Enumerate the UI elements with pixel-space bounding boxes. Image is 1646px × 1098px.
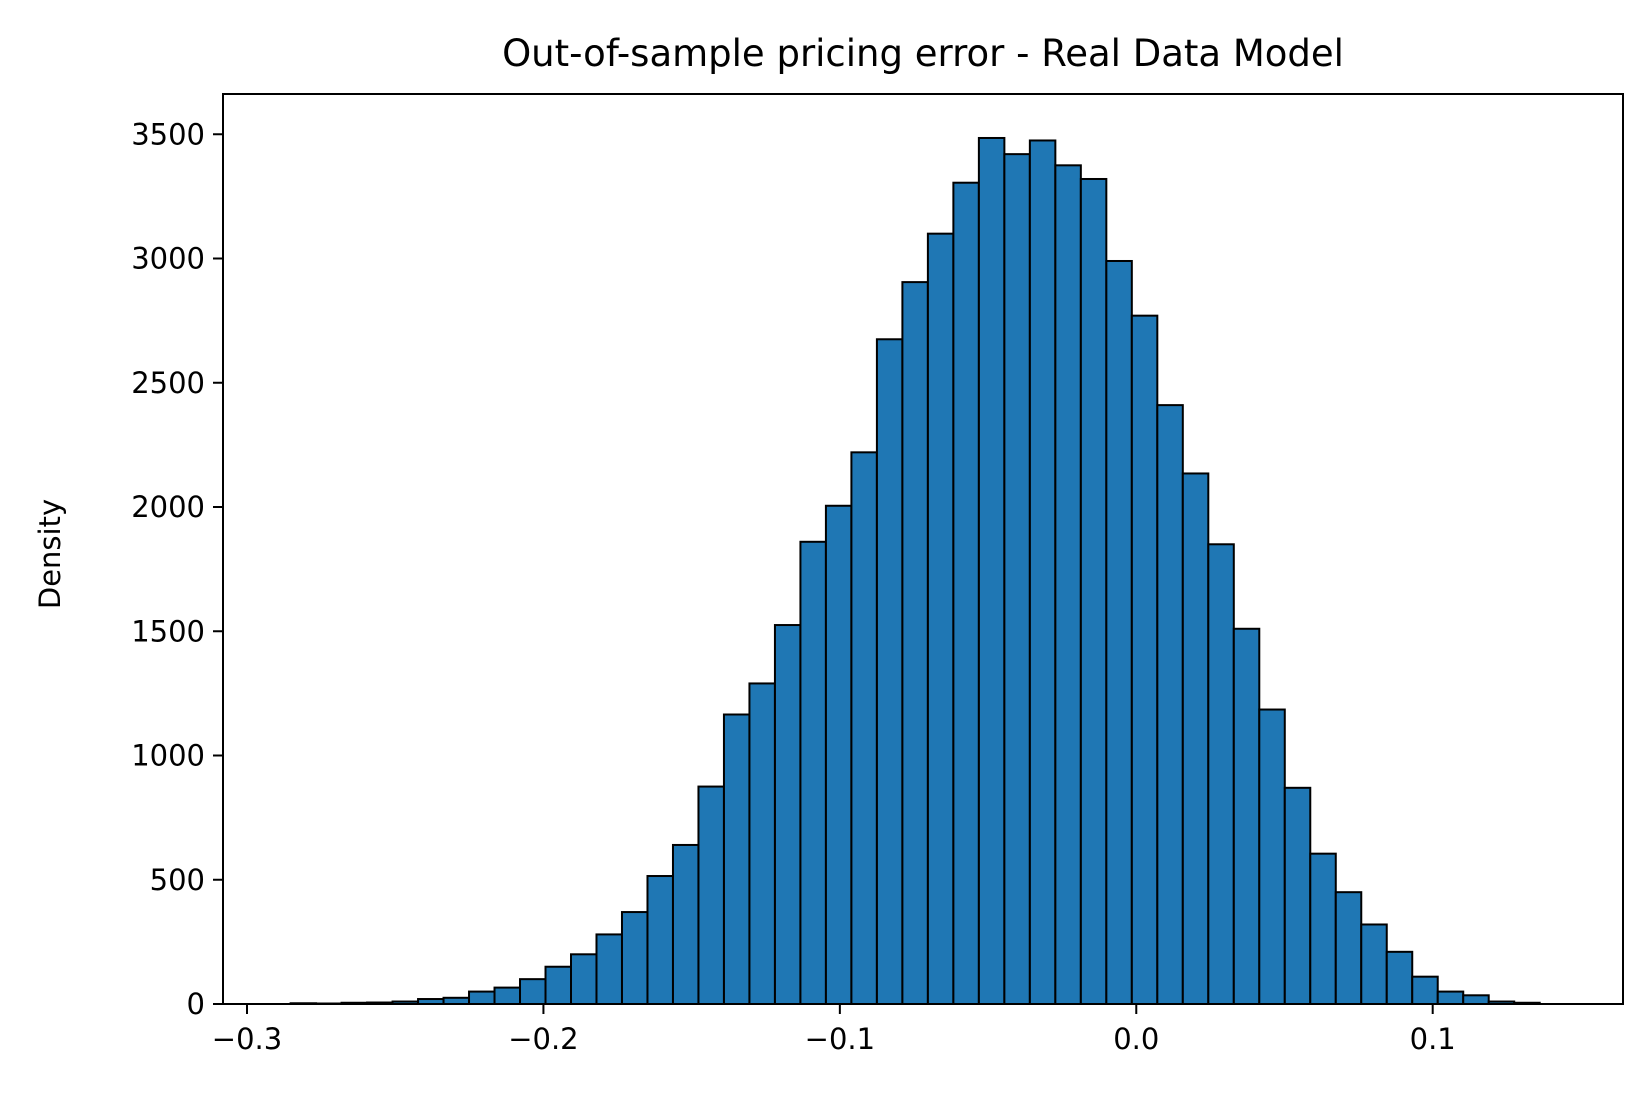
y-tick-label: 2500 — [131, 366, 205, 400]
y-tick-label: 1000 — [131, 739, 205, 773]
histogram-bar — [697, 785, 725, 1005]
chart-title: Out-of-sample pricing error - Real Data … — [502, 32, 1344, 75]
histogram-bar — [1054, 164, 1082, 1005]
histogram-bar — [824, 504, 853, 1005]
histogram-bar — [773, 624, 802, 1005]
x-tick-label: −0.3 — [212, 1022, 282, 1056]
histogram-bar — [1105, 259, 1133, 1005]
histogram-bar — [1385, 950, 1414, 1006]
histogram-bar — [1258, 708, 1286, 1006]
histogram-bar — [1360, 923, 1388, 1005]
histogram-bar — [1130, 314, 1159, 1006]
histogram-bar — [952, 181, 980, 1005]
x-axis: −0.3 −0.2 −0.1 0.0 0.1 — [212, 1004, 1456, 1056]
histogram-bar — [875, 338, 904, 1005]
histogram-bar — [1207, 543, 1235, 1006]
y-axis-label: Density — [33, 499, 67, 609]
histogram-bars — [289, 136, 1541, 1006]
histogram-bar — [977, 136, 1006, 1006]
histogram-bar — [671, 843, 700, 1006]
y-tick-label: 2000 — [131, 490, 205, 524]
y-tick-label: 3000 — [131, 242, 205, 276]
x-tick-label: −0.2 — [508, 1022, 578, 1056]
histogram-bar — [850, 451, 878, 1005]
histogram-bar — [1079, 177, 1108, 1006]
histogram-bar — [620, 911, 649, 1005]
histogram-bar — [519, 978, 547, 1006]
histogram-bar — [646, 875, 674, 1006]
y-tick-label: 0 — [187, 987, 205, 1021]
histogram-bar — [493, 986, 522, 1005]
histogram-bar — [1156, 404, 1184, 1005]
histogram-bar — [1309, 852, 1337, 1005]
histogram-bar — [1232, 627, 1261, 1006]
histogram-bar — [799, 540, 827, 1005]
histogram-bar — [570, 953, 598, 1005]
y-tick-label: 500 — [150, 863, 205, 897]
x-tick-label: 0.0 — [1113, 1022, 1159, 1056]
histogram-bar — [1028, 139, 1057, 1006]
histogram-bar — [1462, 994, 1490, 1005]
histogram-bar — [1283, 786, 1312, 1005]
histogram-bar — [1436, 990, 1465, 1006]
histogram-bar — [722, 713, 751, 1005]
histogram-bar — [1334, 891, 1363, 1005]
x-tick-label: 0.1 — [1410, 1022, 1456, 1056]
histogram-bar — [1181, 472, 1210, 1005]
histogram-bar — [1411, 975, 1439, 1005]
histogram-bar — [1003, 153, 1031, 1005]
histogram-bar — [748, 682, 776, 1005]
y-tick-label: 1500 — [131, 614, 205, 648]
histogram-bar — [468, 990, 496, 1006]
histogram-bar — [926, 232, 955, 1006]
histogram-bar — [595, 933, 623, 1005]
y-axis: 0 500 1000 1500 2000 2500 3000 3500 — [131, 117, 223, 1021]
y-tick-label: 3500 — [131, 117, 205, 151]
histogram-bar — [901, 281, 929, 1005]
histogram-bar — [544, 965, 573, 1005]
plot-frame — [222, 93, 1624, 1005]
x-tick-label: −0.1 — [805, 1022, 875, 1056]
